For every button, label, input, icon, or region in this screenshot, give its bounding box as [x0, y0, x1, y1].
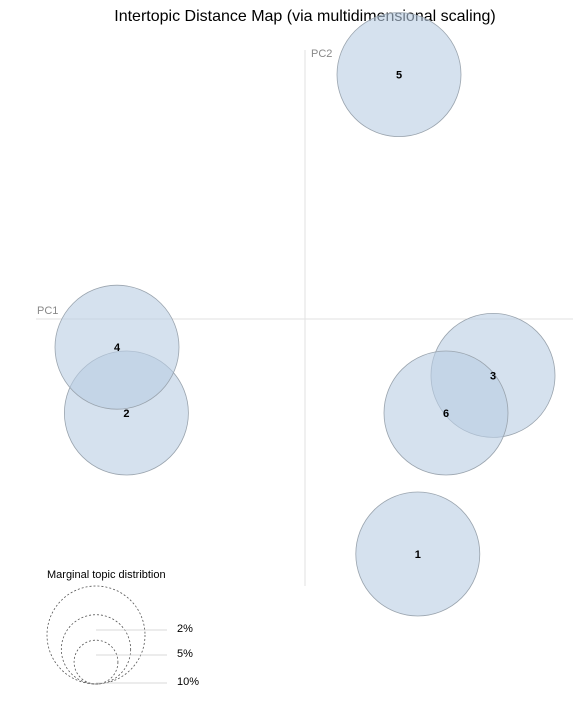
topic-label-1: 1 [415, 549, 421, 561]
topic-label-2: 2 [123, 408, 129, 420]
size-legend: Marginal topic distribtion 2% 5% 10% [46, 569, 199, 688]
size-legend-label-2: 10% [177, 676, 199, 688]
x-axis-label: PC1 [37, 305, 58, 317]
size-legend-circle-1 [60, 614, 132, 685]
topic-label-6: 6 [443, 408, 449, 420]
topic-bubble-1[interactable] [355, 491, 481, 617]
size-legend-label-0: 2% [177, 623, 193, 635]
y-axis-label: PC2 [311, 48, 332, 60]
size-legend-circle-0 [73, 639, 119, 685]
topic-bubbles [54, 12, 556, 617]
topic-label-5: 5 [396, 70, 402, 82]
topic-label-3: 3 [490, 370, 496, 382]
topic-bubble-4[interactable] [54, 284, 180, 410]
size-legend-label-1: 5% [177, 648, 193, 660]
topic-label-4: 4 [114, 342, 121, 354]
chart-title: Intertopic Distance Map (via multidimens… [114, 8, 496, 25]
size-legend-circle-2 [46, 585, 146, 685]
topic-labels: 1 2 3 4 5 6 [114, 70, 496, 561]
size-legend-title: Marginal topic distribtion [47, 569, 166, 581]
topic-bubble-5[interactable] [336, 12, 462, 137]
topic-bubble-6[interactable] [383, 350, 509, 476]
